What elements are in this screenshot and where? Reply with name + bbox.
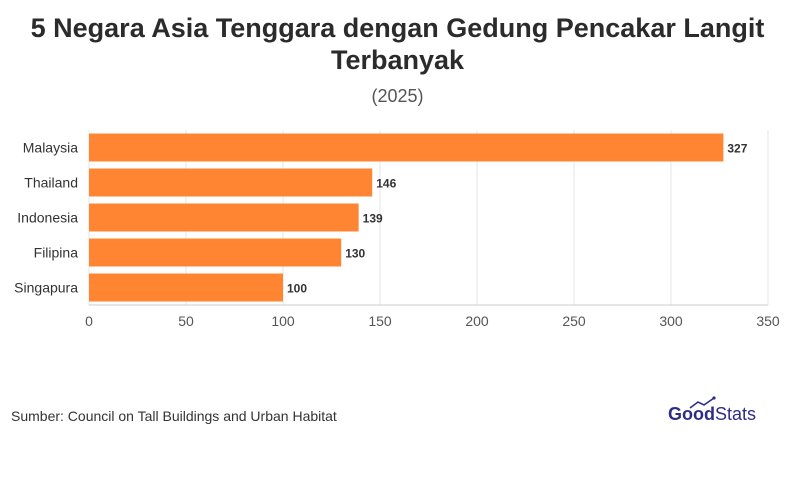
bar: [89, 238, 342, 267]
category-label: Thailand: [24, 175, 78, 191]
x-tick-label: 50: [178, 313, 194, 329]
svg-text:Stats: Stats: [715, 404, 756, 424]
data-label: 130: [345, 247, 365, 261]
logo-trend-icon: [689, 397, 715, 409]
chart-subtitle: (2025): [371, 86, 424, 106]
source-note: Sumber: Council on Tall Buildings and Ur…: [11, 408, 337, 424]
category-label: Malaysia: [23, 140, 78, 156]
x-tick-label: 200: [465, 313, 489, 329]
bar: [89, 273, 283, 302]
x-tick-label: 300: [659, 313, 683, 329]
x-tick-label: 150: [368, 313, 392, 329]
bar: [89, 133, 724, 162]
data-label: 139: [363, 212, 383, 226]
x-tick-label: 100: [271, 313, 295, 329]
goodstats-logo: Good Stats: [668, 396, 756, 424]
category-label: Singapura: [14, 280, 78, 296]
x-tick-label: 350: [756, 313, 780, 329]
data-label: 100: [287, 282, 307, 296]
bar-chart: 0 50 100 150 200 250 300 350 Malaysia 327 Thailand…: [14, 130, 780, 329]
data-label: 327: [727, 142, 747, 156]
x-tick-label: 250: [562, 313, 586, 329]
category-label: Filipina: [34, 245, 79, 261]
data-label: 146: [376, 177, 396, 191]
svg-text:Good: Good: [668, 404, 715, 424]
bar: [89, 168, 373, 197]
bar: [89, 203, 359, 232]
category-label: Indonesia: [17, 210, 78, 226]
x-tick-label: 0: [85, 313, 93, 329]
chart-title: 5 Negara Asia Tenggara dengan Gedung Pen…: [30, 13, 765, 75]
